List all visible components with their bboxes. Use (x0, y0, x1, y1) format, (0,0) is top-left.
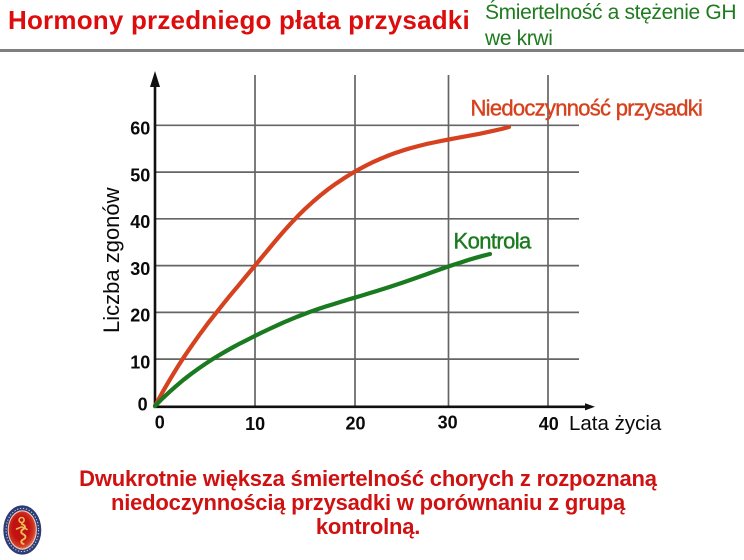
svg-text:Niedoczynność przysadki: Niedoczynność przysadki (471, 96, 703, 121)
svg-text:30: 30 (130, 259, 150, 279)
svg-text:30: 30 (438, 413, 458, 433)
svg-text:0: 0 (155, 413, 165, 433)
svg-text:40: 40 (130, 212, 150, 232)
svg-text:10: 10 (245, 414, 265, 434)
svg-text:50: 50 (130, 165, 150, 185)
svg-text:20: 20 (345, 414, 365, 434)
svg-text:Lata życia: Lata życia (569, 412, 662, 435)
svg-text:Kontrola: Kontrola (454, 229, 533, 254)
svg-text:10: 10 (130, 352, 150, 372)
svg-text:Liczba zgonów: Liczba zgonów (99, 187, 124, 333)
svg-text:60: 60 (130, 119, 150, 139)
svg-text:0: 0 (138, 395, 148, 415)
svg-text:40: 40 (539, 414, 559, 434)
svg-text:20: 20 (130, 306, 150, 326)
